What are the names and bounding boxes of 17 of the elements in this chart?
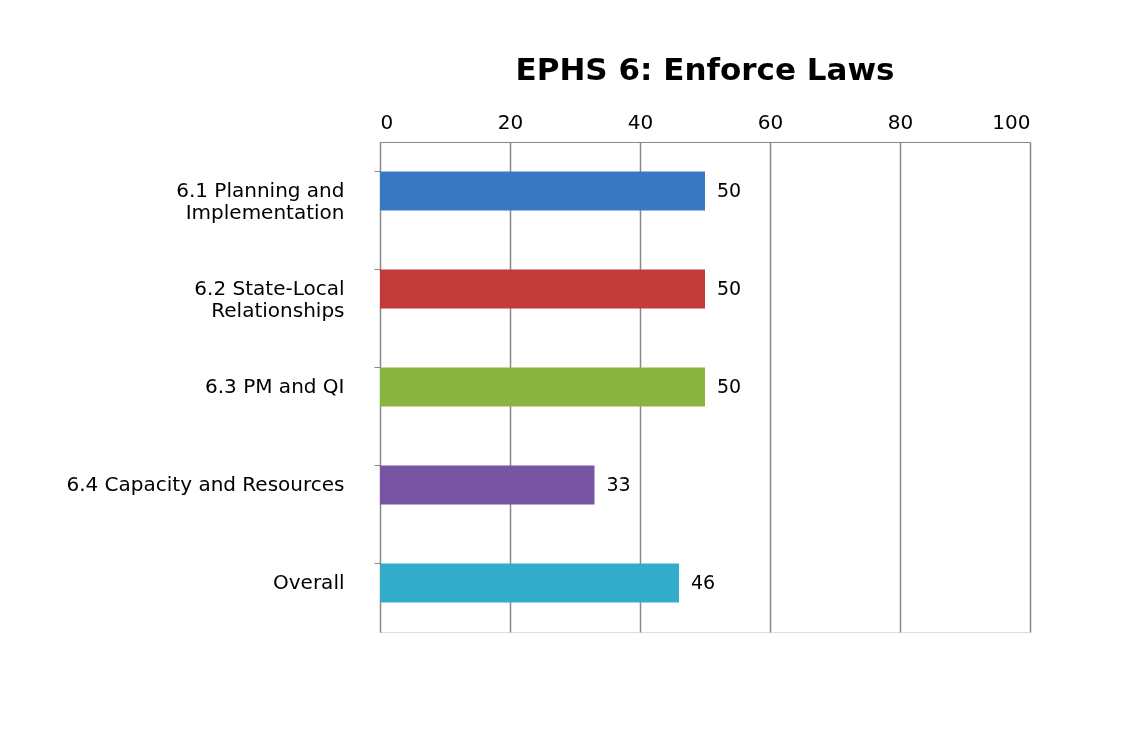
data-label: 50 [717,277,742,299]
x-tick-label: 0 [380,109,394,134]
x-tick-label: 100 [992,109,1031,134]
x-tick-label: 20 [497,109,524,134]
x-tick-label: 40 [627,109,654,134]
y-tick-label: Overall [273,570,345,594]
y-tick-label: 6.3 PM and QI [205,374,345,398]
x-tick-label: 60 [757,109,784,134]
data-label: 46 [691,571,716,593]
data-label: 33 [606,473,631,495]
chart-title: EPHS 6: Enforce Laws [515,51,895,87]
y-tick-label: 6.1 Planning and Implementation [176,178,345,224]
data-label: 50 [717,179,742,201]
x-tick-label: 80 [887,109,914,134]
y-tick-label: 6.2 State-Local Relationships [194,276,345,322]
data-label: 50 [717,375,742,397]
y-tick-label: 6.4 Capacity and Resources [66,472,345,496]
